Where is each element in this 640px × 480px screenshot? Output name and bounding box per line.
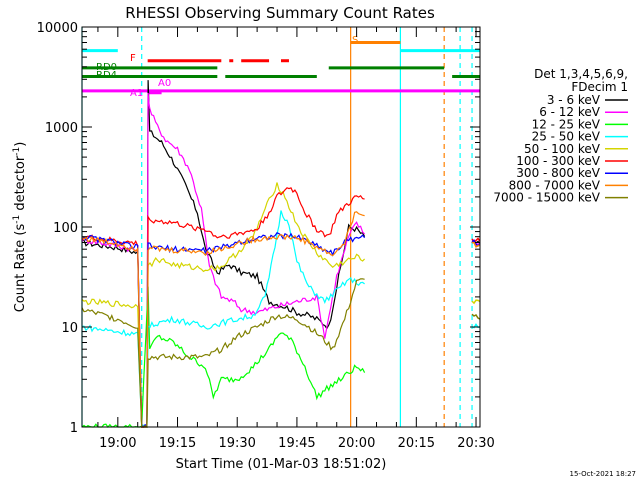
legend-entry-label-8: 7000 - 15000 keV — [493, 191, 600, 205]
x-tick-label-0: 19:00 — [99, 436, 136, 451]
y-tick-label-2: 100 — [53, 221, 78, 236]
y-tick-label-3: 1000 — [45, 121, 78, 136]
chart-title: RHESSI Observing Summary Count Rates — [125, 4, 435, 22]
legend-entry-label-1: 6 - 12 keV — [539, 105, 601, 119]
series-line-5 — [81, 187, 365, 428]
x-axis-label: Start Time (01-Mar-03 18:51:02) — [176, 457, 387, 472]
flag-label-f: F — [130, 53, 136, 64]
series-line-6 — [81, 232, 366, 428]
x-tick-label-6: 20:30 — [457, 436, 494, 451]
series-line-8 — [81, 278, 365, 429]
flag-label-s: S — [352, 35, 358, 46]
series-line-3 — [81, 210, 365, 428]
x-tick-label-1: 19:15 — [159, 436, 196, 451]
series-line-4 — [81, 182, 366, 428]
y-tick-label-0: 1 — [70, 421, 78, 436]
x-tick-label-3: 19:45 — [278, 436, 315, 451]
legend-entry-label-3: 25 - 50 keV — [532, 130, 601, 144]
flag-label-rd0: RD0 — [96, 62, 117, 73]
flag-label-a1: A1 — [130, 88, 143, 99]
series-line-7-tail — [472, 241, 481, 248]
legend-entry-label-7: 800 - 7000 keV — [509, 178, 601, 192]
flag-label-a0: A0 — [158, 78, 171, 89]
y-tick-label-1: 10 — [61, 321, 78, 336]
legend-entry-label-5: 100 - 300 keV — [516, 154, 600, 168]
x-tick-label-5: 20:15 — [398, 436, 435, 451]
legend-header-line2: FDecim 1 — [571, 80, 628, 94]
series-line-2 — [81, 286, 366, 428]
legend-entry-label-6: 300 - 800 keV — [516, 166, 600, 180]
series-line-4-tail — [471, 299, 481, 305]
series-line-8-tail — [471, 313, 481, 320]
flag-label-rd4: RD4 — [96, 70, 117, 81]
y-axis-label: Count Rate (s-1 detector-1) — [12, 142, 28, 313]
series-line-0 — [81, 80, 366, 428]
legend-entry-label-2: 12 - 25 keV — [532, 117, 601, 131]
y-tick-label-4: 10000 — [37, 21, 78, 36]
legend-entry-label-4: 50 - 100 keV — [524, 142, 601, 156]
legend-entry-label-0: 3 - 6 keV — [547, 93, 601, 107]
x-tick-label-2: 19:30 — [218, 436, 255, 451]
series-line-7 — [81, 211, 365, 428]
series-lines — [81, 80, 481, 429]
legend-header-line1: Det 1,3,4,5,6,9, — [534, 67, 628, 81]
x-tick-label-4: 20:00 — [338, 436, 375, 451]
series-line-1 — [81, 92, 366, 428]
x-axis-ticks: 19:00 19:15 19:30 19:45 20:00 20:15 20:30 — [97, 27, 495, 451]
footer-timestamp: 15-Oct-2021 18:27 — [570, 470, 636, 478]
